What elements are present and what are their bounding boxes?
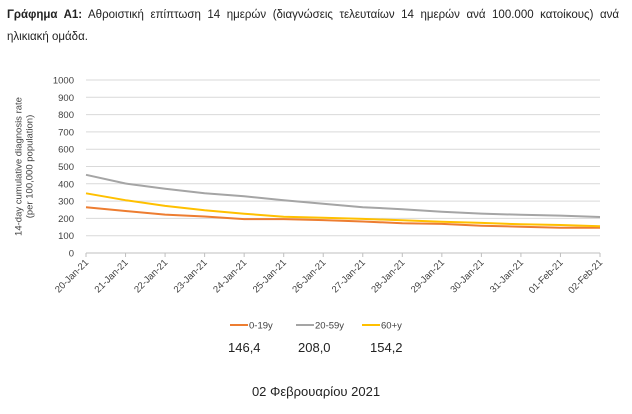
y-tick-label: 1000 — [53, 76, 74, 87]
x-tick-label: 22-Jan-21 — [132, 257, 170, 295]
x-tick-label: 28-Jan-21 — [369, 257, 407, 295]
y-tick-label: 300 — [58, 197, 74, 208]
y-tick-label: 200 — [58, 214, 74, 225]
legend-label: 60+y — [381, 321, 402, 332]
x-tick-label: 30-Jan-21 — [448, 257, 486, 295]
x-tick-label: 29-Jan-21 — [409, 257, 447, 295]
y-axis-label: 14-day cumulative diagnosis rate(per 100… — [14, 97, 36, 236]
x-tick-label: 31-Jan-21 — [488, 257, 526, 295]
report-date: 02 Φεβρουαρίου 2021 — [251, 384, 381, 399]
x-tick-label: 20-Jan-21 — [53, 257, 91, 295]
y-tick-label: 900 — [58, 93, 74, 104]
y-tick-label: 0 — [69, 249, 74, 260]
legend-label: 20-59y — [315, 321, 344, 332]
x-tick-label: 27-Jan-21 — [330, 257, 368, 295]
caption-label: Γράφημα Α1: — [7, 9, 83, 21]
summary-value-20-59: 208,0 — [298, 340, 331, 355]
y-axis-ticks: 0 100 200 300 400 500 600 700 800 900 1000 — [53, 76, 74, 260]
gridlines — [86, 79, 600, 254]
x-tick-label: 23-Jan-21 — [172, 257, 210, 295]
y-tick-label: 500 — [58, 162, 74, 173]
x-tick-label: 25-Jan-21 — [251, 257, 289, 295]
y-tick-label: 100 — [58, 231, 74, 242]
y-axis-label-line: 14-day cumulative diagnosis rate — [14, 97, 25, 236]
legend: 0-19y 20-59y 60+y — [230, 321, 402, 332]
x-tick-label: 02-Feb-21 — [566, 257, 605, 296]
x-tick-label: 21-Jan-21 — [93, 257, 131, 295]
legend-label: 0-19y — [249, 321, 273, 332]
figure-caption: Γράφημα Α1: Αθροιστική επίπτωση 14 ημερώ… — [7, 4, 619, 48]
x-tick-label: 24-Jan-21 — [211, 257, 249, 295]
series-line-20-59y — [85, 173, 601, 218]
series-line-60+y — [85, 192, 601, 228]
y-tick-label: 700 — [58, 127, 74, 138]
y-tick-label: 600 — [58, 145, 74, 156]
series-lines — [85, 173, 601, 229]
caption-text: Αθροιστική επίπτωση 14 ημερών (διαγνώσει… — [7, 9, 619, 43]
series-line-0-19y — [85, 206, 600, 229]
y-axis-label-line: (per 100,000 population) — [25, 115, 36, 219]
summary-value-0-19: 146,4 — [228, 340, 261, 355]
x-tick-label: 26-Jan-21 — [290, 257, 328, 295]
x-tick-label: 01-Feb-21 — [527, 257, 566, 296]
y-tick-label: 400 — [58, 179, 74, 190]
x-axis-ticks: 20-Jan-21 21-Jan-21 22-Jan-21 23-Jan-21 24-J… — [53, 253, 605, 296]
summary-value-60plus: 154,2 — [370, 340, 403, 355]
y-tick-label: 800 — [58, 110, 74, 121]
